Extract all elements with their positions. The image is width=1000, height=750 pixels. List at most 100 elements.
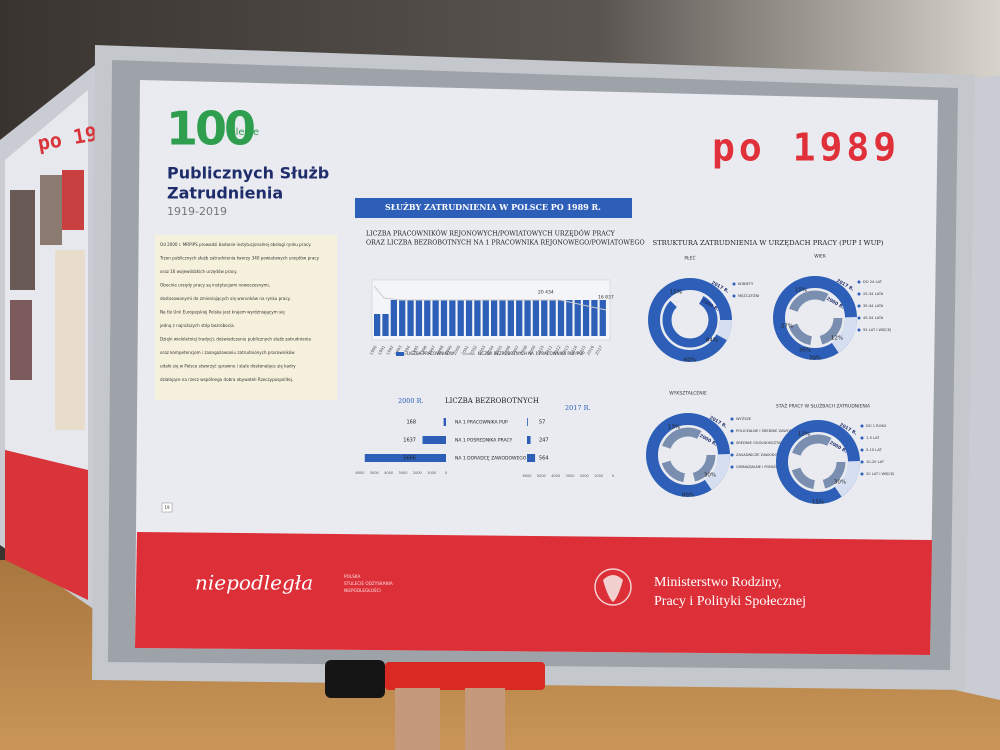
x-tick-label: 4000 bbox=[384, 471, 393, 475]
x-tick-label: 1000 bbox=[594, 474, 603, 478]
intro-line: jedną z najniższych stóp bezrobocia. bbox=[159, 323, 235, 328]
legend-label: KOBIETY bbox=[738, 282, 754, 286]
niepodlegla: niepodległa bbox=[195, 571, 313, 595]
era: po 1989 bbox=[712, 126, 900, 170]
banner-bg bbox=[355, 198, 632, 218]
bar-2000 bbox=[443, 418, 446, 426]
intro-line: udało się w Polsce stworzyć sprawne i st… bbox=[160, 364, 296, 369]
logo-number: 100 bbox=[166, 102, 254, 156]
chart1-year: 2010 bbox=[535, 344, 545, 356]
intro-line: działające na rzecz wspólnego dobra obyw… bbox=[160, 377, 293, 382]
chart1-year: 2004 bbox=[485, 344, 495, 356]
chart1-bar bbox=[591, 300, 598, 336]
donut-label: 12% bbox=[831, 336, 843, 342]
intro-line: Od 2000 r. MRPiPS prowadzi badanie insty… bbox=[160, 242, 311, 247]
side-red-band bbox=[5, 450, 88, 600]
chart1-legend: LICZBA BEZROBOTNYCH NA 1 PRACOWNIKA RUP/… bbox=[478, 351, 585, 356]
chart1-bar bbox=[491, 300, 498, 336]
legend-label: MĘŻCZYŹNI bbox=[738, 293, 759, 298]
donut-label: 80% bbox=[682, 493, 694, 499]
chart1-year: 1995 bbox=[410, 344, 420, 356]
donut-inner bbox=[790, 434, 846, 490]
person-leg bbox=[395, 688, 440, 750]
chart1-year: 2003 bbox=[477, 344, 487, 356]
page-number-box bbox=[161, 502, 173, 513]
side-photo bbox=[62, 170, 84, 230]
panel-title: WYKSZTAŁCENIE bbox=[669, 391, 707, 397]
donut-label: 20% bbox=[809, 356, 821, 362]
side-photo bbox=[40, 175, 62, 245]
chart1-year: 2011 bbox=[544, 344, 554, 356]
x-tick-label: 1000 bbox=[427, 471, 436, 475]
niepodlegla-sub: POLSKA bbox=[344, 574, 360, 579]
legend-label: ŚREDNIE OGÓLNOKSZTAŁCĄCE bbox=[736, 440, 793, 445]
chart1-bar bbox=[390, 300, 397, 336]
donut-label: 84% bbox=[706, 338, 718, 344]
legend-label: WYŻSZE bbox=[736, 416, 752, 421]
value-2000: 168 bbox=[406, 420, 416, 426]
legend-label: ZASADNICZE ZAWODOWE bbox=[736, 453, 784, 457]
bar-2017 bbox=[527, 418, 528, 426]
intro-line: oraz kompetencjom i zaangażowaniu zatrud… bbox=[160, 350, 295, 355]
legend-dot bbox=[730, 465, 734, 469]
banner: SŁUŻBY ZATRUDNIENIA W POLSCE PO 1989 R. bbox=[385, 202, 601, 212]
red-band bbox=[135, 532, 932, 655]
chart1-bar bbox=[407, 300, 414, 336]
x-tick-label: 5000 bbox=[370, 471, 379, 475]
chart1-bar bbox=[449, 300, 456, 336]
donut-label: 12% bbox=[798, 432, 810, 438]
chart1-year: 2012 bbox=[552, 344, 562, 356]
chart1-bar bbox=[599, 300, 606, 336]
legend-label: 5-10 LAT bbox=[866, 448, 883, 452]
bar-2017 bbox=[527, 436, 531, 444]
value-2017: 247 bbox=[539, 438, 549, 444]
bar-2000 bbox=[364, 454, 446, 462]
donut-accent bbox=[648, 278, 732, 362]
legend-dot bbox=[857, 280, 861, 284]
x-tick-label: 6000 bbox=[356, 471, 365, 475]
chart1-legend: LICZBA PRACOWNIKÓW bbox=[407, 351, 454, 356]
chart1-peak: 20 434 bbox=[538, 290, 554, 296]
eagle-emblem bbox=[594, 568, 632, 606]
x-tick-label: 0 bbox=[445, 471, 447, 475]
legend-dot bbox=[860, 424, 864, 428]
donut-label: 36% bbox=[799, 348, 811, 354]
title: Zatrudnienia bbox=[167, 184, 283, 203]
chart1-title: LICZBA PRACOWNIKÓW REJONOWYCH/POWIATOWYC… bbox=[366, 230, 616, 238]
panel-title: WIEK bbox=[814, 254, 827, 260]
legend-dot bbox=[857, 328, 861, 332]
chart1-bar bbox=[415, 300, 423, 336]
chart1-year: 1999 bbox=[444, 344, 454, 356]
intro-line: Obecnie urzędy pracy są instytucjami now… bbox=[160, 283, 270, 288]
chart1-year: 1998 bbox=[435, 344, 445, 356]
eagle-emblem bbox=[603, 575, 623, 602]
chart1-bar bbox=[507, 300, 514, 336]
legend-label: 25-34 LATA bbox=[863, 292, 884, 296]
x-tick-label: 3000 bbox=[399, 471, 408, 475]
panel-title: PŁEĆ bbox=[684, 255, 695, 262]
donut-label: 13% bbox=[668, 425, 680, 431]
intro-line: Na tle Unii Europejskiej Polska jest kra… bbox=[160, 310, 285, 315]
legend-label: DO 24 LAT bbox=[863, 280, 883, 284]
donut-label: 27% bbox=[781, 324, 793, 330]
person-leg bbox=[465, 688, 505, 750]
chart1-bar bbox=[549, 300, 556, 336]
donut-accent bbox=[773, 276, 857, 360]
chart1-bar bbox=[541, 300, 548, 336]
x-tick-label: 5000 bbox=[537, 474, 546, 478]
chart1-bar bbox=[465, 300, 473, 336]
chart1-year: 1994 bbox=[402, 344, 412, 356]
handbag bbox=[325, 660, 385, 698]
side-photo bbox=[10, 300, 32, 380]
chart1-year: 1991 bbox=[377, 344, 387, 356]
legend-dot bbox=[730, 417, 734, 421]
chart1-bar bbox=[482, 300, 489, 336]
chart1-bar bbox=[457, 300, 464, 336]
legend-dot bbox=[732, 294, 736, 298]
row-label: NA 1 DORADCĘ ZAWODOWEGO bbox=[455, 456, 527, 462]
legend-dot bbox=[860, 472, 864, 476]
legend-dot bbox=[857, 292, 861, 296]
donut-inner bbox=[660, 427, 716, 483]
legend-dot bbox=[730, 429, 734, 433]
